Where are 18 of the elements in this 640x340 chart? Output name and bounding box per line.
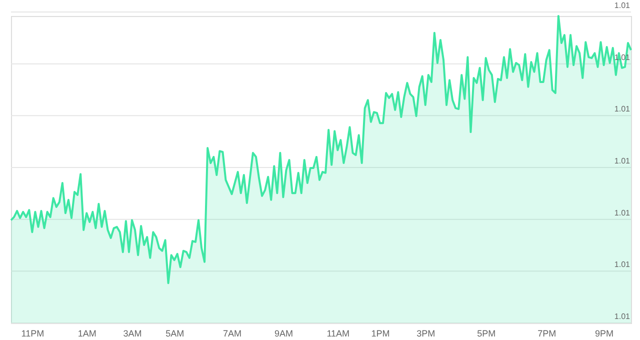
x-tick-label: 5AM [166,328,184,338]
x-tick-label: 7PM [538,328,556,338]
x-tick-label: 11AM [326,328,350,338]
annotation: 1.01 [614,208,631,218]
text: 1.01 [614,1,631,10]
annotation: 1.01 [614,104,631,114]
x-tick-label: 7AM [223,328,242,338]
x-tick-label: 3PM [416,328,436,338]
x-tick-label: 1AM [78,328,96,338]
x-tick-label: 3AM [123,328,142,338]
annotation: 1.01 [614,312,631,321]
x-tick-label: 9AM [274,328,293,338]
x-tick-label: 9PM [595,328,614,338]
annotation: 1.01 [614,156,631,166]
annotation: 1.01 [614,260,631,270]
x-tick-label: 11PM [21,328,44,338]
x-tick-label: 5PM [477,328,496,338]
x-tick-label: 1PM [371,328,390,338]
